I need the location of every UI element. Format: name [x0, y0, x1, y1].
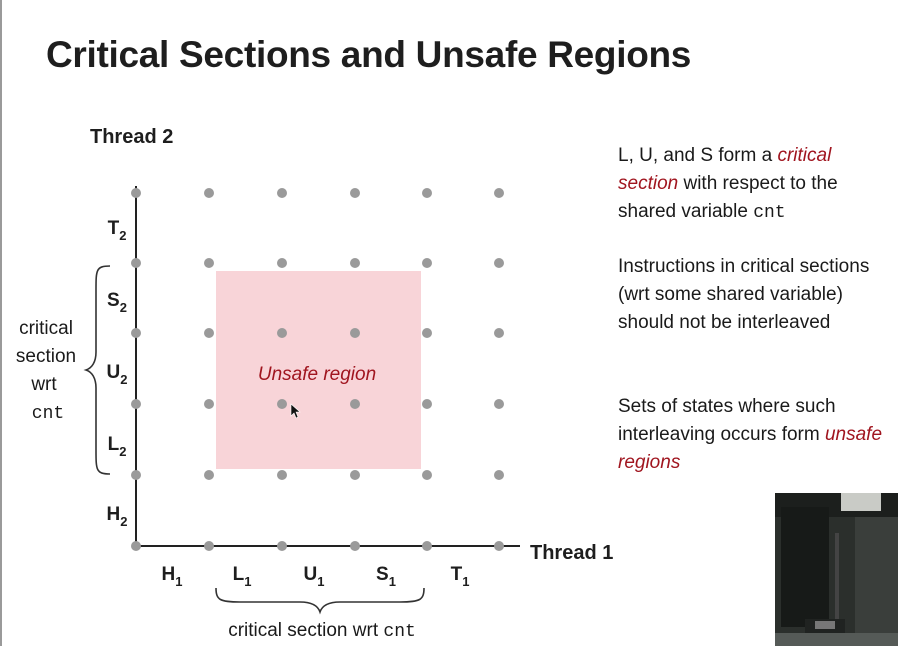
- left-brace-label-line3: wrt: [30, 374, 57, 395]
- state-dot: [494, 258, 504, 268]
- state-dot: [204, 541, 214, 551]
- state-dot: [494, 399, 504, 409]
- state-dot: [350, 470, 360, 480]
- state-dot: [350, 258, 360, 268]
- state-dot: [277, 188, 287, 198]
- x-axis-label: Thread 1: [530, 542, 613, 564]
- note3-text: Sets of states where such interleaving o…: [618, 396, 836, 445]
- state-dot: [204, 188, 214, 198]
- bottom-brace-label: critical section wrt cnt: [228, 620, 416, 642]
- y-tick-label: U2: [107, 362, 128, 387]
- state-grid: [131, 188, 504, 551]
- note1-text-a: L, U, and S form a: [618, 145, 778, 166]
- state-dot: [422, 399, 432, 409]
- mouse-cursor: [290, 403, 301, 419]
- state-dot: [350, 541, 360, 551]
- state-dot: [131, 541, 141, 551]
- state-dot: [204, 258, 214, 268]
- left-brace-label-code: cnt: [32, 404, 64, 424]
- state-dot: [131, 470, 141, 480]
- state-dot: [131, 258, 141, 268]
- x-tick-label: L1: [233, 564, 252, 589]
- y-tick-label: T2: [108, 218, 127, 243]
- note-instructions: Instructions in critical sections (wrt s…: [618, 256, 870, 333]
- state-dot: [350, 188, 360, 198]
- x-tick-label: S1: [376, 564, 396, 589]
- y-tick-label: H2: [107, 504, 128, 529]
- state-dot: [494, 188, 504, 198]
- note3-emphasis: unsafe regions: [618, 424, 883, 473]
- state-dot: [422, 328, 432, 338]
- note-critical-section: L, U, and S form a critical section with …: [618, 142, 888, 227]
- state-dot: [131, 399, 141, 409]
- unsafe-region: [216, 271, 421, 469]
- state-dot: [204, 399, 214, 409]
- webcam-thumbnail: [775, 493, 898, 646]
- state-dot: [131, 328, 141, 338]
- note1-emphasis-critical: critical: [777, 145, 832, 166]
- state-dot: [350, 399, 360, 409]
- state-dot: [277, 258, 287, 268]
- state-dot: [131, 188, 141, 198]
- note-unsafe-regions: Sets of states where such interleaving o…: [618, 393, 888, 477]
- left-brace-label-line1: critical: [19, 318, 73, 339]
- state-dot: [494, 470, 504, 480]
- y-axis-label: Thread 2: [90, 126, 173, 148]
- x-tick-label: T1: [451, 564, 470, 589]
- left-brace-label-line2: section: [16, 346, 76, 367]
- state-dot: [350, 328, 360, 338]
- slide-left-border: [0, 0, 2, 646]
- state-dot: [277, 541, 287, 551]
- x-tick-labels: H1 L1 U1 S1 T1: [162, 564, 470, 589]
- note1-emphasis-section: section: [618, 173, 679, 194]
- y-tick-label: L2: [108, 434, 127, 459]
- x-tick-label: U1: [304, 564, 325, 589]
- note1-text-b: with respect to the shared variable: [618, 173, 838, 222]
- state-dot: [494, 328, 504, 338]
- state-dot: [277, 470, 287, 480]
- state-dot: [277, 399, 287, 409]
- state-dot: [277, 328, 287, 338]
- y-tick-labels: H2 L2 U2 S2 T2: [107, 218, 128, 529]
- state-dot: [204, 328, 214, 338]
- state-dot: [422, 258, 432, 268]
- bottom-brace-label-text: critical section wrt: [228, 620, 383, 641]
- unsafe-region-label: Unsafe region: [258, 364, 376, 385]
- state-dot: [422, 541, 432, 551]
- state-dot: [204, 470, 214, 480]
- left-brace: [83, 265, 111, 475]
- y-tick-label: S2: [107, 290, 127, 315]
- note1-code: cnt: [753, 203, 786, 223]
- state-dot: [494, 541, 504, 551]
- slide-title: Critical Sections and Unsafe Regions: [46, 34, 692, 75]
- state-dot: [422, 470, 432, 480]
- bottom-brace-label-code: cnt: [383, 622, 415, 642]
- x-tick-label: H1: [162, 564, 183, 589]
- webcam-image: [775, 493, 898, 646]
- bottom-brace: [215, 587, 425, 615]
- state-dot: [422, 188, 432, 198]
